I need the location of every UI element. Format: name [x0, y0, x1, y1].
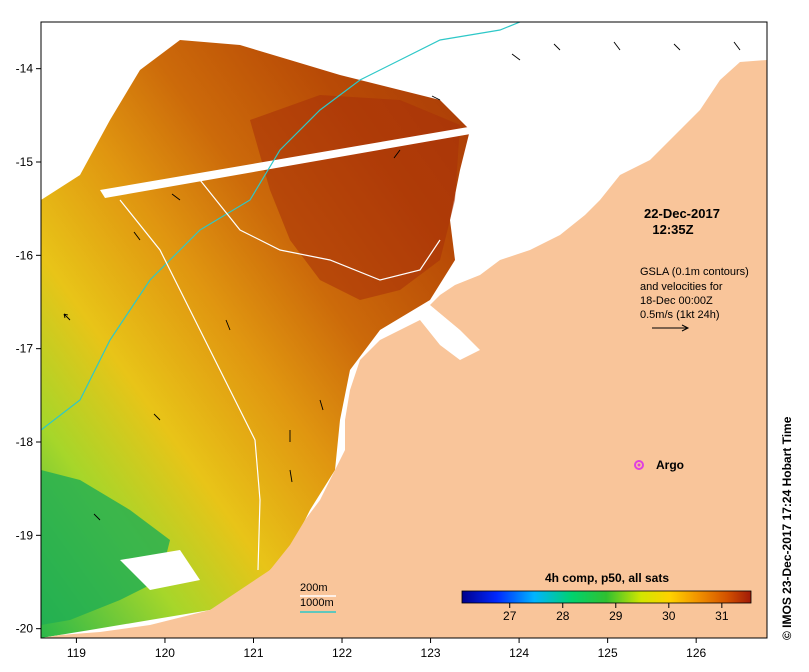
y-axis-ticks: -14 -15 -16 -17 -18 -19 -20	[16, 62, 41, 636]
x-tick-label: 121	[243, 646, 263, 660]
contour-200m	[119, 199, 261, 571]
x-tick-label: 125	[598, 646, 618, 660]
credit-text: © IMOS 23-Dec-2017 17:24 Hobart Time	[780, 416, 794, 640]
argo-marker	[634, 460, 644, 470]
sst-cool-patch	[41, 470, 170, 625]
x-tick-label: 119	[67, 646, 86, 660]
scale-arrow	[652, 324, 690, 332]
y-tick-label: -16	[16, 248, 34, 262]
sst-warm-core	[250, 95, 460, 300]
gsla-line1: GSLA (0.1m contours)	[640, 266, 749, 278]
y-tick-label: -17	[16, 342, 34, 356]
y-tick-label: -19	[16, 528, 34, 542]
y-tick-label: -18	[16, 435, 34, 449]
land-mass	[41, 60, 767, 638]
time-label: 12:35Z	[652, 222, 693, 237]
colorbar-tick-label: 27	[503, 609, 517, 623]
colorbar-ticks: 27 28 29 30 31	[503, 603, 729, 623]
argo-label: Argo	[656, 458, 684, 472]
colorbar-tick-label: 30	[662, 609, 676, 623]
date-label: 22-Dec-2017	[644, 206, 720, 221]
colorbar-gradient	[461, 590, 752, 604]
cloud-gap-south	[120, 550, 200, 590]
gsla-line4: 0.5m/s (1kt 24h)	[640, 309, 719, 321]
x-axis-ticks: 119 120 121 122 123 124 125 126	[67, 638, 707, 660]
colorbar-tick-label: 31	[715, 609, 729, 623]
x-tick-label: 123	[421, 646, 441, 660]
gsla-line3: 18-Dec 00:00Z	[640, 295, 713, 307]
x-tick-label: 120	[155, 646, 175, 660]
x-tick-label: 124	[509, 646, 529, 660]
x-tick-label: 122	[332, 646, 352, 660]
contour-200m-b	[199, 179, 441, 281]
y-tick-label: -15	[16, 155, 34, 169]
colorbar-title: 4h comp, p50, all sats	[545, 571, 669, 585]
x-tick-label: 126	[686, 646, 706, 660]
plot-frame	[40, 21, 768, 639]
colorbar-tick-label: 29	[609, 609, 623, 623]
legend-1000m-label: 1000m	[300, 597, 334, 609]
gsla-line2: and velocities for	[640, 281, 723, 293]
colorbar-tick-label: 28	[556, 609, 570, 623]
legend-200m-label: 200m	[300, 582, 328, 594]
cloud-gap-nw	[41, 22, 140, 115]
velocity-arrows	[63, 41, 741, 521]
cloud-gap-band	[100, 125, 482, 198]
y-tick-label: -20	[16, 622, 34, 636]
y-tick-label: -14	[16, 62, 34, 76]
contour-1000m	[41, 22, 521, 431]
